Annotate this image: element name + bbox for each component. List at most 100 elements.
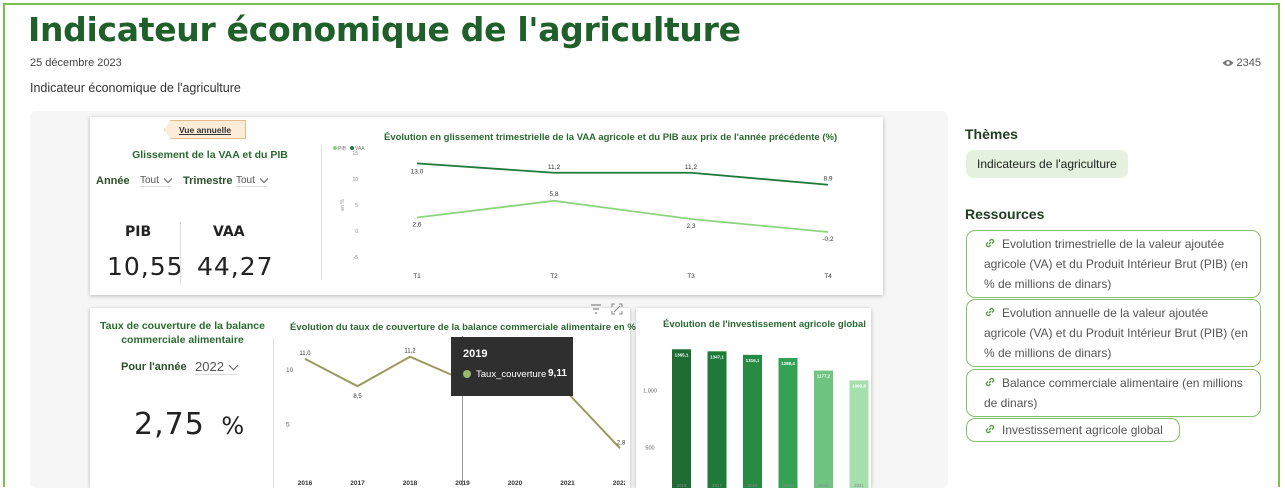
data-label: 8,9 xyxy=(823,176,832,183)
bar-value-label: 1090,8 xyxy=(852,383,866,388)
embedded-report[interactable]: Vue annuelle Glissement de la VAA et du … xyxy=(30,111,948,488)
filter-icon[interactable] xyxy=(590,304,602,314)
data-label: 2,8 xyxy=(617,440,625,446)
resource-link-2[interactable]: Evolution annuelle de la valeur ajoutée … xyxy=(966,299,1261,367)
x-tick-label: 2022 xyxy=(613,480,625,487)
y-tick-label: 15 xyxy=(352,151,358,157)
series-line-pib xyxy=(416,199,829,233)
legend-label-pib: PIB xyxy=(338,146,347,152)
page-title: Indicateur économique de l'agriculture xyxy=(28,10,741,49)
quarter-filter-label: Trimestre xyxy=(183,175,233,187)
link-icon xyxy=(985,307,995,317)
x-tick-label: T3 xyxy=(687,273,695,280)
y-tick-label: 5 xyxy=(286,421,290,428)
data-label: -0,2 xyxy=(822,236,834,243)
bar xyxy=(849,380,869,488)
data-label: 11,2 xyxy=(404,349,416,355)
x-tick-label: 2021 xyxy=(854,483,865,488)
focus-mode-icon[interactable] xyxy=(611,303,623,315)
y-tick-label: 10 xyxy=(286,367,294,374)
x-tick-label: 2018 xyxy=(747,483,758,488)
themes-heading: Thèmes xyxy=(965,126,1018,142)
resource-link-2-text: Evolution annuelle de la valeur ajoutée … xyxy=(984,306,1248,360)
data-label: 8,5 xyxy=(353,394,362,400)
vaa-label: VAA xyxy=(213,224,245,240)
year-filter-value: Tout xyxy=(140,175,159,186)
bar xyxy=(743,354,762,488)
bar xyxy=(672,349,691,488)
bar-value-label: 1365,1 xyxy=(675,352,689,357)
chevron-down-icon xyxy=(228,360,239,370)
data-label: 2,6 xyxy=(412,221,421,228)
publish-date: 25 décembre 2023 xyxy=(30,57,122,69)
bar xyxy=(814,370,833,488)
resource-link-1-text: Evolution trimestrielle de la valeur ajo… xyxy=(984,237,1248,291)
y-tick-label: 10 xyxy=(352,177,358,183)
data-label: 11,2 xyxy=(685,164,698,171)
data-label: 13,0 xyxy=(411,168,424,175)
view-count-value: 2345 xyxy=(1236,57,1261,69)
coverage-divider xyxy=(273,338,274,488)
annual-view-button[interactable]: Vue annuelle xyxy=(164,120,246,139)
x-tick-label: 2021 xyxy=(560,480,575,487)
y-tick-label: 0 xyxy=(355,229,358,235)
page-frame xyxy=(3,3,1280,487)
x-tick-label: 2020 xyxy=(508,480,523,487)
card-divider xyxy=(321,145,322,280)
resource-link-4[interactable]: Investissement agricole global xyxy=(966,418,1180,442)
y-tick-label: 5 xyxy=(355,203,358,209)
coverage-year-select[interactable]: 2022 xyxy=(195,359,239,375)
bar xyxy=(778,357,798,488)
x-tick-label: T4 xyxy=(824,273,832,280)
bar-value-label: 1177,2 xyxy=(817,374,831,379)
legend-label-vaa: VAA xyxy=(355,146,365,152)
resource-link-1[interactable]: Evolution trimestrielle de la valeur ajo… xyxy=(966,230,1261,298)
bar-value-label: 1288,4 xyxy=(781,361,795,366)
link-icon xyxy=(985,377,995,387)
link-icon xyxy=(985,238,995,248)
resource-link-4-text: Investissement agricole global xyxy=(1002,423,1163,437)
x-tick-label: 2017 xyxy=(712,483,723,488)
year-filter-label: Année xyxy=(96,175,130,187)
y-tick-label: 500 xyxy=(645,445,654,451)
vaa-value: 44,27 xyxy=(197,252,274,281)
y-tick-label: -5 xyxy=(354,255,359,261)
x-tick-label: T2 xyxy=(550,273,558,280)
coverage-card: Taux de couverture de la balance commerc… xyxy=(90,303,636,488)
theme-tag[interactable]: Indicateurs de l'agriculture xyxy=(966,150,1128,178)
resource-link-3[interactable]: Balance commerciale alimentaire (en mill… xyxy=(966,369,1261,417)
legend-marker-pib xyxy=(333,146,337,150)
investment-bar-chart[interactable]: 1,000 500 1365,1 2016 1347,1 2017 1316,1 2018 12… xyxy=(636,334,871,488)
series-line-vaa xyxy=(416,162,829,186)
kpi-card-title: Glissement de la VAA et du PIB xyxy=(132,149,288,161)
investment-card: Évolution de l'investissement agricole g… xyxy=(636,308,871,488)
resource-link-3-text: Balance commerciale alimentaire (en mill… xyxy=(984,376,1243,410)
tooltip-year: 2019 xyxy=(463,348,488,360)
coverage-value-number: 2,75 xyxy=(134,407,205,442)
investment-chart-title: Évolution de l'investissement agricole g… xyxy=(663,319,866,330)
quarterly-chart-title: Évolution en glissement trimestrielle de… xyxy=(384,132,838,143)
bar xyxy=(707,351,727,488)
x-tick-label: 2018 xyxy=(403,480,418,487)
link-icon xyxy=(985,424,995,434)
x-tick-label: 2020 xyxy=(818,483,829,488)
page-subtitle: Indicateur économique de l'agriculture xyxy=(30,81,241,95)
bar-value-label: 1316,1 xyxy=(746,358,760,363)
data-label: 11,0 xyxy=(299,351,311,357)
x-tick-label: 2016 xyxy=(676,483,687,488)
tooltip-value: 9,11 xyxy=(548,368,567,379)
year-filter-select[interactable]: Tout xyxy=(140,174,173,187)
kpi-divider xyxy=(180,222,181,284)
view-count: 2345 xyxy=(1222,57,1261,69)
eye-icon xyxy=(1222,60,1234,66)
coverage-chart-title: Évolution du taux de couverture de la ba… xyxy=(290,322,636,333)
tooltip-legend-dot xyxy=(463,370,471,378)
chart-tooltip: 2019 Taux_couverture 9,11 xyxy=(451,337,573,396)
coverage-kpi-title-line1: Taux de couverture de la balance xyxy=(100,320,265,332)
resources-heading: Ressources xyxy=(965,206,1045,222)
data-label: 11,2 xyxy=(548,164,561,171)
coverage-value-unit: % xyxy=(221,412,246,440)
quarter-filter-select[interactable]: Tout xyxy=(236,174,269,187)
x-tick-label: T1 xyxy=(413,273,421,280)
